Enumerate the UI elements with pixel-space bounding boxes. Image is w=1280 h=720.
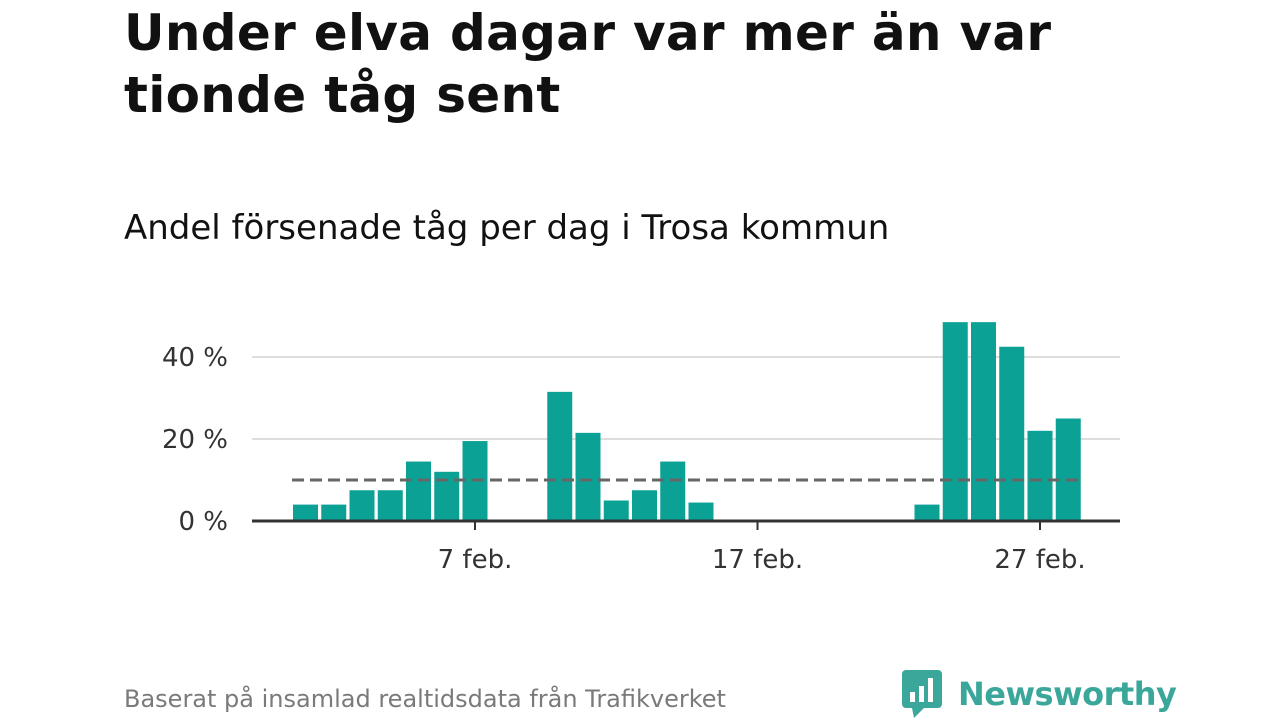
bar [547,391,573,521]
bar [942,322,968,521]
brand-name: Newsworthy [958,675,1177,713]
bar [321,504,347,521]
bar [688,502,714,521]
bar [406,461,431,521]
bar-chart-logo-icon [902,670,942,718]
x-tick-label: 7 feb. [438,545,513,575]
bar [377,490,403,521]
bar [293,504,318,521]
source-note: Baserat på insamlad realtidsdata från Tr… [124,685,726,713]
chart-title: Under elva dagar var mer än var tionde t… [124,4,1052,124]
bar [914,504,940,521]
bar [575,432,601,521]
y-tick-label: 0 % [178,507,228,537]
bar [660,461,686,521]
chart-subtitle: Andel försenade tåg per dag i Trosa komm… [124,208,890,248]
x-tick-label: 17 feb. [712,545,803,575]
bar [632,490,657,521]
y-tick-label: 40 % [162,343,228,373]
bar [1055,418,1081,521]
x-tick-label: 27 feb. [994,545,1085,575]
bar [1027,430,1053,521]
bar [603,500,629,521]
bar [999,346,1025,521]
y-tick-label: 20 % [162,425,228,455]
newsworthy-logo: Newsworthy [902,670,1177,718]
bar [349,490,375,521]
bar [971,322,996,521]
